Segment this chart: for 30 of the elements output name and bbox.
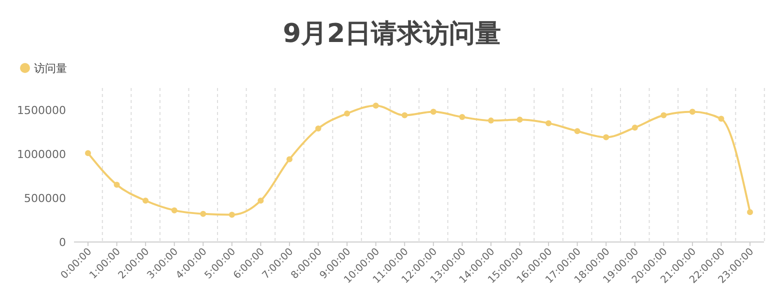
point [200, 210, 206, 217]
point [402, 112, 408, 118]
point [747, 209, 753, 216]
point [689, 108, 696, 115]
point [660, 112, 667, 118]
legend-label: 访问量 [34, 62, 67, 75]
point [718, 116, 724, 122]
point [114, 182, 120, 188]
point [372, 102, 379, 109]
y-tick-label: 0 [59, 236, 66, 249]
point [574, 128, 580, 134]
point [516, 116, 523, 123]
point [228, 212, 235, 218]
y-tick-label: 1500000 [17, 104, 66, 117]
point [258, 198, 264, 204]
point [142, 198, 149, 204]
point [603, 134, 610, 140]
point [344, 110, 350, 117]
point [488, 118, 494, 124]
y-tick-label: 1000000 [17, 148, 66, 161]
point [171, 207, 178, 214]
point [315, 125, 322, 132]
chart-title: 9月2日请求访问量 [282, 19, 502, 49]
point [459, 114, 466, 120]
point [546, 120, 552, 126]
point [286, 156, 292, 162]
point [85, 150, 91, 156]
point [632, 124, 638, 131]
point [430, 108, 436, 115]
y-tick-label: 500000 [24, 192, 66, 205]
